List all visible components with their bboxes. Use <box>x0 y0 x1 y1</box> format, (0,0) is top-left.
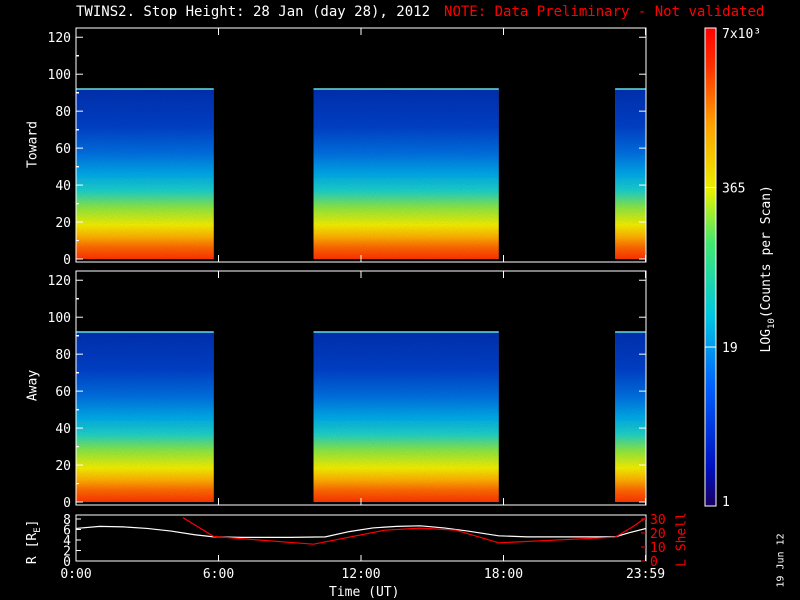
x-tick-label-4: 23:59 <box>626 567 665 582</box>
colorbar-tick-label-1: 365 <box>722 181 745 196</box>
orbit-y2tick-label-30: 30 <box>650 513 666 528</box>
colorbar-label-main: LOG <box>759 329 775 353</box>
panel-1-ytick-label-60: 60 <box>55 142 71 157</box>
panel1-ylabel: Toward <box>25 121 41 168</box>
x-tick-label-0: 0:00 <box>60 567 91 582</box>
orbit-ytick-label-8: 8 <box>63 513 71 528</box>
panel3-ylabel-sub: E <box>32 527 43 533</box>
colorbar <box>704 27 717 507</box>
x-tick-label-3: 18:00 <box>484 567 523 582</box>
colorbar-tick-label-2: 19 <box>722 341 738 356</box>
panel-2-data-block-3 <box>615 331 646 502</box>
panel-1-ytick-label-120: 120 <box>48 31 71 46</box>
panel-2-ytick-label-100: 100 <box>48 311 71 326</box>
colorbar-label: LOG10(Counts per Scan) <box>759 169 777 369</box>
panel3-ylabel-end: ] <box>25 519 41 528</box>
preliminary-note: NOTE: Data Preliminary - Not validated <box>444 4 765 20</box>
x-tick-label-1: 6:00 <box>203 567 234 582</box>
orbit-y2tick-label-0: 0 <box>650 555 658 570</box>
x-tick-label-2: 12:00 <box>341 567 380 582</box>
colorbar-label-sub: 10 <box>766 318 777 330</box>
panel3-ylabel: R [RE] <box>25 502 43 582</box>
orbit-panel-frame <box>75 514 647 562</box>
orbit-ytick-label-6: 6 <box>63 524 71 539</box>
orbit-y2tick-label-10: 10 <box>650 541 666 556</box>
panel-2-data-block-1 <box>76 331 214 502</box>
panel-2-ytick-label-40: 40 <box>55 422 71 437</box>
panel-2-ytick-label-60: 60 <box>55 385 71 400</box>
panel-2-ytick-label-20: 20 <box>55 459 71 474</box>
panel-2-ytick-label-80: 80 <box>55 348 71 363</box>
panel-1-data-block-2 <box>313 88 499 259</box>
panel-1-ytick-label-0: 0 <box>63 253 71 268</box>
panel-1-data-block-3 <box>615 88 646 259</box>
date-stamp: 19 Jun 12 <box>775 533 787 588</box>
panel-1-ytick-label-40: 40 <box>55 179 71 194</box>
orbit-ytick-label-0: 0 <box>63 555 71 570</box>
panel-1-ytick-label-20: 20 <box>55 216 71 231</box>
panel-2-ytick-label-0: 0 <box>63 496 71 511</box>
series-r <box>76 525 646 538</box>
colorbar-tick-label-3: 1 <box>722 495 730 510</box>
panel3-y2label: L Shell <box>674 512 690 567</box>
panel-1-data-block-1 <box>76 88 214 259</box>
orbit-y2tick-label-20: 20 <box>650 527 666 542</box>
panel-1-ytick-label-80: 80 <box>55 105 71 120</box>
panel-2-ytick-label-120: 120 <box>48 274 71 289</box>
series-l-shell <box>182 517 646 545</box>
panel2-ylabel: Away <box>25 369 41 402</box>
orbit-ytick-label-2: 2 <box>63 545 71 560</box>
colorbar-tick-label-0: 7x10³ <box>722 27 761 42</box>
colorbar-label-rest: (Counts per Scan) <box>759 185 775 319</box>
panel-2-data-block-2 <box>313 331 499 502</box>
orbit-ytick-label-4: 4 <box>63 534 71 549</box>
chart-title: TWINS2. Stop Height: 28 Jan (day 28), 20… <box>76 4 764 20</box>
x-axis-label: Time (UT) <box>329 585 400 600</box>
title-text: TWINS2. Stop Height: 28 Jan (day 28), 20… <box>76 4 431 20</box>
panel3-ylabel-main: R [R <box>25 532 41 565</box>
panel-1-ytick-label-100: 100 <box>48 68 71 83</box>
